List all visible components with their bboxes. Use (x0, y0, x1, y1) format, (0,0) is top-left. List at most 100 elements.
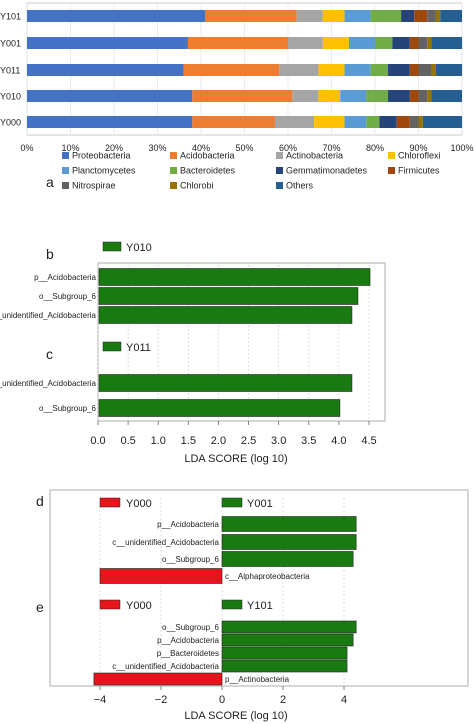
bar-segment (314, 116, 345, 128)
feature-label: p__Acidobacteria (157, 636, 219, 645)
x-tick-label: 2.5 (241, 435, 256, 447)
bar-segment (396, 116, 410, 128)
bar-segment (431, 37, 462, 49)
bar-segment (279, 64, 319, 76)
legend-swatch (276, 182, 283, 189)
x-tick-label: 80% (366, 143, 384, 153)
group-name: Y000 (126, 498, 152, 510)
x-axis-title: LDA SCORE (log 10) (184, 710, 287, 722)
x-tick-label: 20% (105, 143, 123, 153)
feature-label: c__unidentified_Acidobacteria (0, 311, 97, 320)
bar-segment (370, 64, 389, 76)
bar-segment (322, 10, 345, 22)
x-axis-title: LDA SCORE (log 10) (184, 453, 287, 465)
feature-label: p__Actinobacteria (225, 675, 290, 684)
legend-swatch (62, 167, 69, 174)
bar-segment (440, 10, 462, 22)
bar-segment (375, 37, 393, 49)
legend-swatch (170, 152, 177, 159)
group-swatch (102, 241, 122, 252)
bar-segment (274, 116, 315, 128)
x-tick-label: −4 (94, 694, 107, 706)
bar-segment (427, 90, 432, 102)
legend-swatch (62, 182, 69, 189)
group-name: Y000 (126, 600, 152, 612)
x-tick-label: 2.0 (211, 435, 226, 447)
lda-bar-positive (221, 620, 357, 634)
feature-label: c__Alphaproteobacteria (225, 572, 310, 581)
panel-label-c: c (46, 346, 53, 362)
bar-segment (414, 10, 428, 22)
lda-bar-positive (221, 516, 357, 532)
bar-segment (183, 64, 280, 76)
lda-chart-b-c: Y010 p__Acidobacteria o__Subgroup_6 c__unid… (0, 241, 386, 465)
feature-label: o__Subgroup_6 (162, 555, 219, 564)
group-swatch (221, 599, 243, 610)
x-tick-label: 30% (148, 143, 166, 153)
category-label: Y001 (0, 39, 21, 49)
bar-segment (340, 90, 367, 102)
feature-label: p__Acidobacteria (34, 273, 96, 282)
bar-segment (388, 64, 410, 76)
bar-segment (348, 37, 375, 49)
group-name: Y010 (126, 242, 152, 254)
feature-label: p__Acidobacteria (157, 520, 219, 529)
legend-entry: Chlorobi (180, 181, 214, 191)
x-tick-label: 2 (280, 694, 286, 706)
x-tick-label: 3.5 (301, 435, 316, 447)
bar-segment (344, 10, 371, 22)
x-tick-label: 1.5 (181, 435, 196, 447)
legend-swatch (388, 167, 395, 174)
bar-segment (409, 90, 419, 102)
bar-segment (344, 116, 367, 128)
x-tick-label: 0 (219, 694, 225, 706)
bar-segment (392, 37, 410, 49)
feature-label: o__Subgroup_6 (39, 404, 96, 413)
panel-label-a: a (46, 174, 54, 190)
panel-label-d: d (36, 493, 44, 509)
bar-segment (388, 90, 410, 102)
legend-entry: Gemmatimonadetes (286, 166, 368, 176)
legend-swatch (62, 152, 69, 159)
x-tick-label: 50% (235, 143, 253, 153)
feature-label: c__unidentified_Acidobacteria (112, 662, 219, 671)
lda-bar-positive (221, 551, 354, 567)
bar-segment (296, 10, 323, 22)
lda-bar-negative (99, 568, 223, 584)
legend-entry: Chloroflexi (398, 151, 441, 161)
bar-segment (409, 116, 419, 128)
x-tick-label: 4.0 (331, 435, 346, 447)
bar-segment (435, 64, 462, 76)
feature-label: c__unidentified_Acidobacteria (0, 379, 97, 388)
legend-swatch (276, 152, 283, 159)
lda-bar (98, 399, 341, 417)
legend-entry: Bacteroidetes (180, 166, 236, 176)
group-name: Y011 (126, 342, 151, 354)
bar-segment (418, 90, 428, 102)
x-tick-label: 0% (20, 143, 33, 153)
bar-segment (431, 90, 462, 102)
bar-segment (27, 37, 188, 49)
bar-segment (322, 37, 349, 49)
lda-bar (98, 287, 359, 305)
legend-entry: Actinobacteria (286, 151, 343, 161)
legend-entry: Firmicutes (398, 166, 440, 176)
feature-label: c__unidentified_Acidobacteria (112, 538, 219, 547)
bar-segment (192, 90, 293, 102)
bar-segment (366, 116, 380, 128)
group-name: Y001 (247, 498, 273, 510)
bar-segment (422, 116, 462, 128)
group-swatch (99, 497, 121, 508)
bar-segment (431, 64, 436, 76)
lda-bar (98, 306, 353, 324)
bar-segment (409, 64, 419, 76)
panel-label-b: b (46, 246, 54, 262)
bar-segment (409, 37, 419, 49)
group-name: Y101 (247, 600, 273, 612)
legend-entry: Others (286, 181, 314, 191)
lda-bar-positive (221, 633, 354, 647)
x-tick-label: 100% (450, 143, 473, 153)
legend-swatch (388, 152, 395, 159)
bar-segment (427, 37, 432, 49)
